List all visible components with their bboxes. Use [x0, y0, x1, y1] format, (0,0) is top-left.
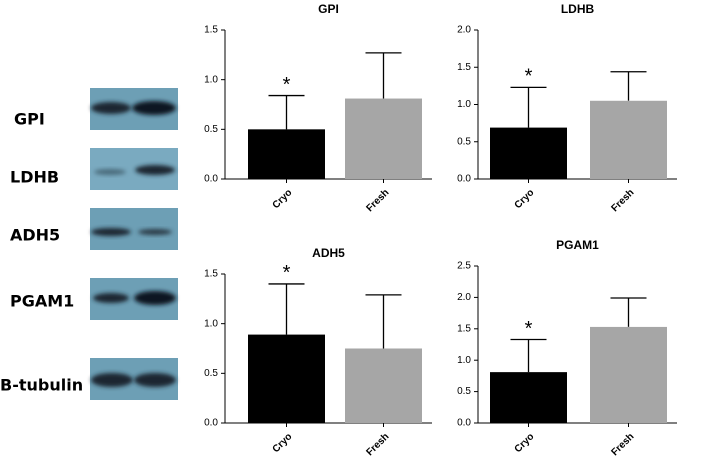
y-tick-label: 0.0	[457, 174, 471, 185]
blot-band	[132, 101, 176, 115]
bar	[590, 326, 667, 423]
blot-band	[134, 291, 176, 305]
blot-band	[91, 102, 131, 114]
chart-title: GPI	[318, 2, 339, 16]
y-tick-label: 1.5	[204, 269, 218, 280]
x-tick-label: Fresh	[609, 431, 636, 458]
blot-label: GPI	[14, 110, 45, 129]
y-tick-label: 1.5	[457, 62, 471, 73]
y-tick-label: 1.0	[457, 99, 471, 110]
error-bar	[268, 94, 305, 130]
bar	[590, 100, 667, 179]
error-bar	[268, 283, 305, 335]
x-tick-label: Fresh	[609, 187, 636, 214]
y-tick-label: 0.5	[204, 124, 218, 135]
blot-band	[91, 373, 133, 387]
blot-band	[93, 293, 129, 303]
chart-title: LDHB	[561, 2, 595, 16]
annotation: *	[283, 262, 291, 284]
y-tick-label: 0.0	[457, 418, 471, 429]
error-bar	[365, 294, 402, 349]
bar	[345, 98, 422, 179]
blot-band	[135, 165, 175, 175]
y-tick-label: 0.0	[204, 418, 218, 429]
y-tick-label: 1.0	[204, 74, 218, 85]
y-tick-label: 0.5	[204, 368, 218, 379]
y-tick-label: 1.0	[457, 355, 471, 366]
x-tick-label: Cryo	[271, 431, 295, 455]
y-tick-label: 1.0	[204, 318, 218, 329]
blot-label: LDHB	[10, 168, 59, 187]
blot-band	[91, 228, 131, 236]
bar	[490, 372, 567, 423]
y-tick-label: 1.5	[204, 25, 218, 36]
y-tick-label: 0.5	[457, 136, 471, 147]
y-tick-label: 2.5	[457, 261, 471, 272]
blot-label: PGAM1	[10, 292, 74, 311]
bar	[248, 334, 325, 423]
error-bar	[610, 71, 647, 101]
chart-title: PGAM1	[556, 238, 599, 252]
annotation: *	[283, 74, 291, 96]
x-tick-label: Fresh	[364, 431, 391, 458]
blot-label: B-tubulin	[0, 376, 83, 395]
bar	[248, 129, 325, 179]
y-tick-label: 2.0	[457, 292, 471, 303]
error-bar	[365, 52, 402, 99]
error-bar	[610, 297, 647, 327]
annotation: *	[525, 66, 533, 88]
blot-band	[94, 169, 126, 175]
x-tick-label: Cryo	[513, 431, 537, 455]
y-tick-label: 0.0	[204, 174, 218, 185]
blot-band	[138, 229, 172, 235]
y-tick-label: 0.5	[457, 386, 471, 397]
blot-label: ADH5	[10, 226, 60, 245]
bar	[490, 127, 567, 179]
x-tick-label: Cryo	[271, 187, 295, 211]
y-tick-label: 2.0	[457, 25, 471, 36]
western-blots	[90, 88, 178, 400]
x-tick-label: Fresh	[364, 187, 391, 214]
bar	[345, 348, 422, 423]
error-bar	[510, 86, 547, 128]
annotation: *	[525, 318, 533, 340]
error-bar	[510, 338, 547, 373]
y-tick-label: 1.5	[457, 323, 471, 334]
blot-band	[134, 373, 176, 387]
x-tick-label: Cryo	[513, 187, 537, 211]
chart-title: ADH5	[312, 246, 345, 260]
